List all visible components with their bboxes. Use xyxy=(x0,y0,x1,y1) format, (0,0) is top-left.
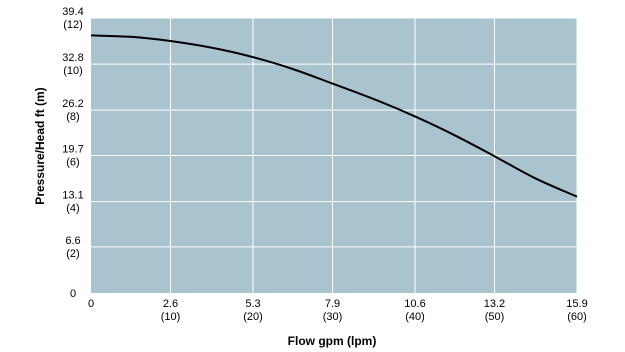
y-tick-label: 39.4 xyxy=(62,6,83,18)
x-tick-label: 5.3 xyxy=(245,298,260,310)
y-tick-label: 13.1 xyxy=(62,190,83,202)
x-tick-label: 0 xyxy=(88,298,94,310)
grid-lines xyxy=(91,17,578,293)
y-tick-label: 0 xyxy=(70,288,76,300)
x-tick-sublabel: (40) xyxy=(405,311,425,323)
x-tick-label: 7.9 xyxy=(325,298,340,310)
y-tick-label: 6.6 xyxy=(65,235,80,247)
y-tick-sublabel: (2) xyxy=(66,248,79,260)
y-tick-sublabel: (8) xyxy=(66,111,79,123)
y-tick-sublabel: (4) xyxy=(66,203,79,215)
series-line xyxy=(90,34,578,198)
y-tick-sublabel: (10) xyxy=(63,65,83,77)
y-axis-ticks: 0 6.6(2) 13.1(4) 19.7(6) 26.2(8) 32.8(10) 39.4… xyxy=(62,6,83,300)
x-tick-label: 10.6 xyxy=(404,298,425,310)
x-tick-sublabel: (30) xyxy=(323,311,343,323)
y-tick-label: 26.2 xyxy=(62,98,83,110)
x-tick-sublabel: (50) xyxy=(485,311,505,323)
y-tick-sublabel: (12) xyxy=(63,19,83,31)
y-axis-title: Pressure/Head ft (m) xyxy=(33,87,47,204)
series-layer xyxy=(90,34,578,198)
x-axis-title: Flow gpm (lpm) xyxy=(288,334,377,348)
x-tick-sublabel: (20) xyxy=(243,311,263,323)
x-tick-label: 2.6 xyxy=(163,298,178,310)
x-tick-sublabel: (10) xyxy=(161,311,181,323)
y-tick-sublabel: (6) xyxy=(66,157,79,169)
x-axis-ticks: 0 2.6(10) 5.3(20) 7.9(30) 10.6(40) 13.2(50) 15… xyxy=(88,298,588,323)
x-tick-label: 15.9 xyxy=(566,298,587,310)
x-tick-sublabel: (60) xyxy=(567,311,587,323)
y-tick-label: 19.7 xyxy=(62,144,83,156)
x-tick-label: 13.2 xyxy=(484,298,505,310)
y-tick-label: 32.8 xyxy=(62,52,83,64)
